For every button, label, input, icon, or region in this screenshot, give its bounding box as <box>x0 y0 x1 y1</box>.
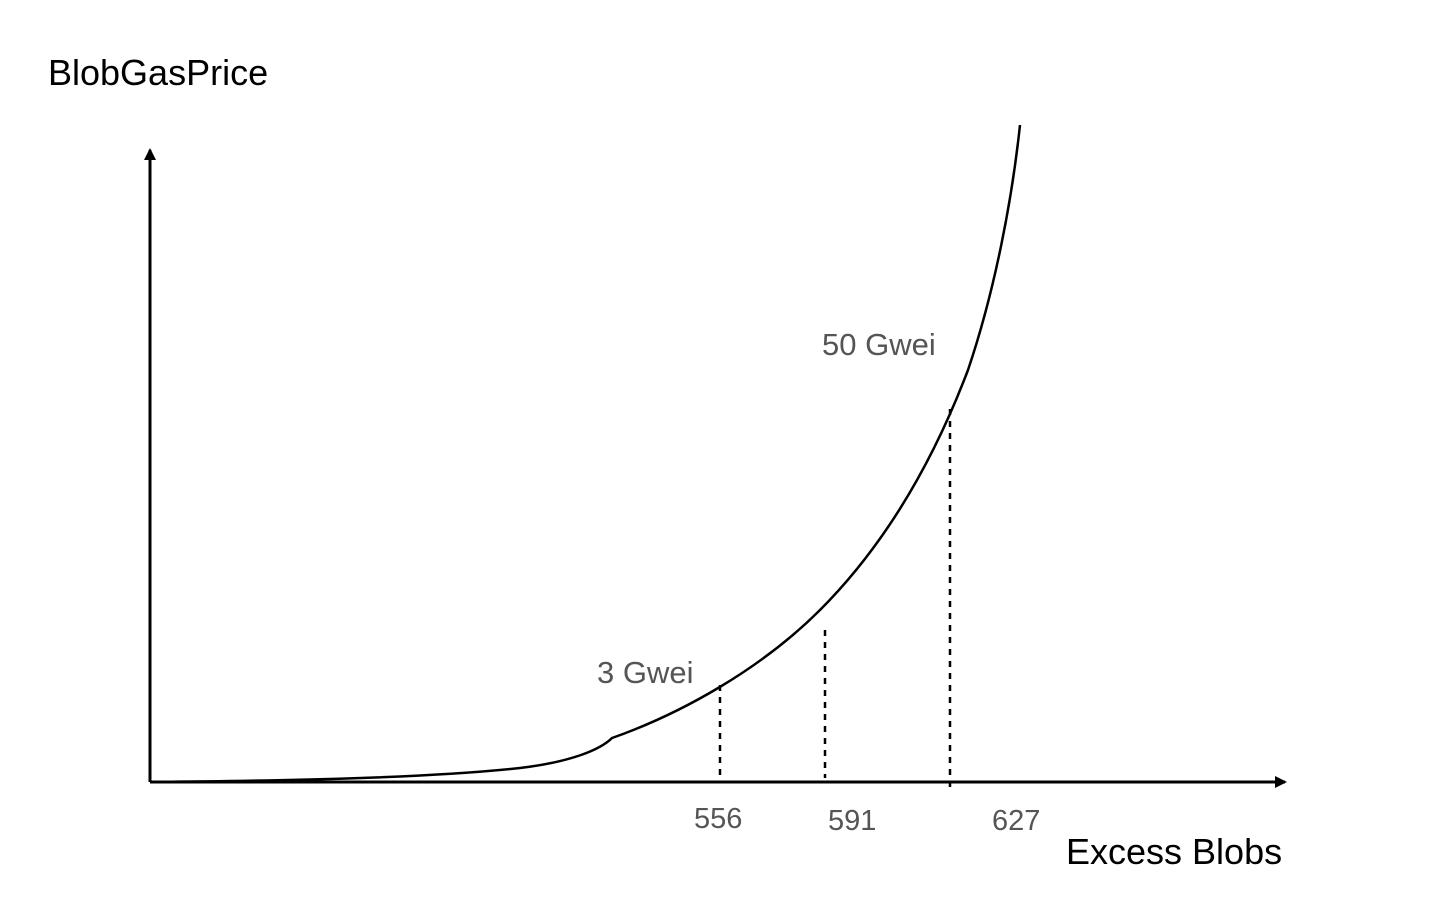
annotation-3-gwei: 3 Gwei <box>597 655 693 690</box>
y-axis-title: BlobGasPrice <box>48 52 268 93</box>
tick-label-591: 591 <box>828 805 876 837</box>
annotation-50-gwei: 50 Gwei <box>822 327 936 362</box>
tick-label-556: 556 <box>694 803 742 835</box>
tick-label-627: 627 <box>992 805 1040 837</box>
x-axis-title: Excess Blobs <box>1066 831 1282 872</box>
price-curve <box>149 124 1022 784</box>
